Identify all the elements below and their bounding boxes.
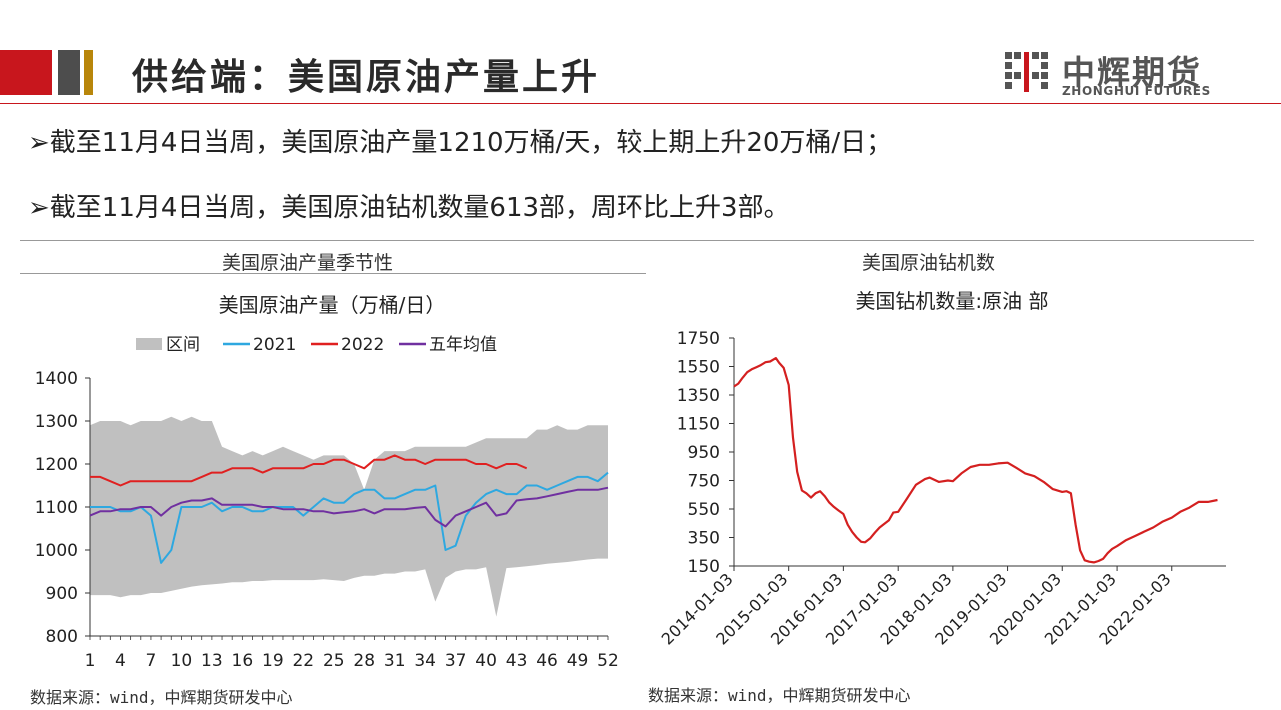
legend-label-2021: 2021 [253, 335, 296, 355]
x-tick-label: 7 [146, 651, 157, 671]
page-title: 供给端：美国原油产量上升 [132, 56, 601, 98]
y-tick-label: 1200 [35, 455, 78, 475]
legend-swatch-band [136, 338, 162, 350]
chart-title: 美国钻机数量:原油 部 [855, 289, 1048, 313]
x-tick-label: 19 [262, 651, 284, 671]
left-source-note: 数据来源：wind，中辉期货研发中心 [30, 688, 293, 707]
right-panel-caption: 美国原油钻机数 [862, 252, 996, 274]
header-divider [0, 103, 1281, 104]
y-tick-label: 1350 [677, 386, 720, 406]
header-gray-block [58, 50, 80, 95]
series-line [90, 454, 528, 487]
logo-english-text: ZHONGHUI FUTURES [1062, 84, 1211, 98]
y-tick-label: 1750 [677, 329, 720, 349]
legend-label-avg: 五年均值 [429, 335, 497, 355]
header-red-block [0, 50, 52, 95]
left-panel-caption: 美国原油产量季节性 [222, 252, 394, 274]
y-tick-label: 900 [46, 584, 78, 604]
y-tick-label: 350 [688, 529, 720, 549]
y-tick-label: 950 [688, 443, 720, 463]
x-tick-label: 37 [445, 651, 467, 671]
series-line [733, 356, 1218, 564]
x-tick-label: 10 [171, 651, 193, 671]
y-tick-label: 1100 [35, 498, 78, 518]
y-tick-label: 150 [688, 557, 720, 577]
production-seasonality-chart: 美国原油产量（万桶/日） 区间 2021 2022 五年均值 800 900 100… [18, 276, 646, 678]
x-tick-label: 34 [414, 651, 436, 671]
x-tick-label: 40 [475, 651, 497, 671]
x-tick-label: 52 [597, 651, 619, 671]
x-tick-label: 13 [201, 651, 223, 671]
x-tick-label: 46 [536, 651, 558, 671]
x-tick-label: 49 [567, 651, 589, 671]
series-line [90, 471, 609, 564]
x-tick-label: 1 [85, 651, 96, 671]
x-tick-label: 16 [232, 651, 254, 671]
y-tick-label: 1550 [677, 358, 720, 378]
x-tick-label: 22 [292, 651, 314, 671]
logo-chinese-text: 中辉期货 [1062, 53, 1202, 92]
y-tick-label: 1150 [677, 415, 720, 435]
range-band [90, 416, 608, 617]
legend-label-2022: 2022 [341, 335, 384, 355]
y-tick-label: 750 [688, 472, 720, 492]
x-tick-label: 31 [384, 651, 406, 671]
series-line [89, 486, 609, 528]
x-tick-label: 43 [506, 651, 528, 671]
y-tick-label: 550 [688, 500, 720, 520]
section-divider [20, 240, 1254, 241]
y-tick-label: 800 [46, 627, 78, 647]
right-source-note: 数据来源：wind，中辉期货研发中心 [648, 686, 911, 705]
chart-title: 美国原油产量（万桶/日） [219, 293, 446, 317]
legend-label-band: 区间 [166, 335, 200, 355]
company-logo-icon [1005, 52, 1048, 92]
chart-legend: 区间 2021 2022 五年均值 [136, 335, 497, 355]
bullet-rig-count: ➢截至11月4日当周，美国原油钻机数量613部，周环比上升3部。 [28, 193, 790, 223]
x-tick-label: 28 [353, 651, 375, 671]
y-tick-label: 1400 [35, 369, 78, 389]
x-tick-label: 25 [323, 651, 345, 671]
x-tick-label: 4 [115, 651, 126, 671]
left-caption-underline [20, 273, 646, 274]
y-tick-label: 1000 [35, 541, 78, 561]
header-gold-block [84, 50, 93, 95]
y-tick-label: 1300 [35, 412, 78, 432]
rig-count-chart: 美国钻机数量:原油 部 150 350 550 750 950 1150 1350 1550 1… [646, 276, 1254, 678]
bullet-production: ➢截至11月4日当周，美国原油产量1210万桶/天，较上期上升20万桶/日； [28, 128, 893, 158]
